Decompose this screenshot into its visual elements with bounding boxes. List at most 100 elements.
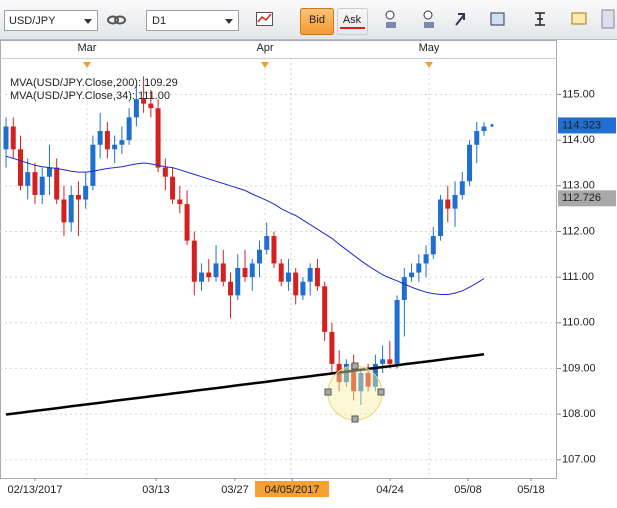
symbol-select[interactable] — [4, 10, 98, 31]
x-tick-label: 05/18 — [517, 484, 545, 496]
candle-body — [452, 194, 458, 209]
candle-body — [97, 131, 103, 145]
candle-body — [351, 363, 357, 392]
candle-body — [445, 199, 451, 209]
candle-body — [242, 268, 248, 278]
candle-body — [300, 281, 306, 296]
candle-body — [285, 272, 291, 282]
candle-body — [264, 236, 270, 250]
candle-body — [25, 172, 31, 186]
x-tick-label: 03/27 — [221, 484, 249, 496]
candle-body — [474, 131, 480, 145]
x-tick-label: 02/13/2017 — [7, 484, 62, 496]
y-tick-label: 111.00 — [562, 271, 594, 283]
bid-button[interactable] — [300, 8, 334, 35]
candle-body — [170, 176, 176, 200]
month-label: Mar — [78, 42, 97, 54]
candle-body — [10, 126, 16, 150]
y-tick-label: 110.00 — [562, 317, 595, 329]
x-tick-label: 05/08 — [454, 484, 482, 496]
ask-text: Ask — [343, 14, 362, 26]
candle-body — [83, 185, 89, 200]
selection-highlight[interactable] — [324, 362, 385, 423]
plot-frame — [0, 40, 557, 479]
dropdown-arrow[interactable] — [225, 19, 233, 24]
candle-body — [401, 277, 407, 300]
candle-body — [61, 199, 67, 223]
symbol-text: USD/JPY — [9, 15, 56, 27]
y-tick-label: 115.00 — [562, 88, 595, 100]
candle-body — [256, 249, 262, 264]
timeframe-select[interactable] — [146, 10, 239, 31]
plot — [3, 76, 494, 416]
x-tick-label: 03/13 — [142, 484, 170, 496]
candle-body — [32, 172, 38, 195]
current-price-dot — [490, 123, 494, 127]
candle-body — [438, 199, 444, 237]
candle-body — [220, 263, 226, 282]
x-tick-label: 04/24 — [376, 484, 404, 496]
candle-body — [293, 272, 299, 296]
candle-body — [68, 194, 74, 223]
candle-body — [46, 167, 52, 177]
candle-body — [17, 149, 23, 186]
bid-text: Bid — [309, 14, 325, 26]
candle-body — [307, 268, 313, 282]
candle-body — [162, 167, 168, 177]
candle-body — [423, 254, 429, 264]
candle-body — [380, 359, 386, 364]
candle-body — [184, 204, 190, 241]
candle-body — [104, 131, 110, 150]
candle-body — [322, 286, 328, 332]
candle-body — [141, 99, 147, 104]
candle-body — [387, 359, 393, 364]
month-label: Apr — [256, 42, 273, 54]
candle-body — [430, 236, 436, 255]
candle-body — [343, 363, 349, 383]
candle-body — [54, 167, 60, 200]
month-marker — [425, 62, 433, 68]
tool-icons[interactable] — [385, 9, 615, 29]
ma34-legend: MVA(USD/JPY.Close,34): 111.00 — [10, 90, 170, 102]
candle-body — [155, 108, 161, 168]
candle-body — [271, 236, 277, 264]
grid — [0, 58, 557, 478]
y-tick-label: 109.00 — [562, 362, 596, 374]
candle-body — [126, 117, 132, 141]
chart-type-icon[interactable] — [256, 12, 273, 26]
candle-body — [481, 126, 487, 132]
candle-body — [119, 140, 125, 145]
candle-body — [199, 272, 205, 282]
price-label: 114.323 — [562, 119, 601, 131]
dropdown-arrow[interactable] — [84, 19, 92, 24]
y-tick-label: 114.00 — [562, 134, 595, 146]
candle-body — [314, 268, 320, 287]
month-label: May — [419, 42, 440, 54]
candle-body — [39, 176, 45, 195]
candle-body — [365, 373, 371, 387]
candle-body — [416, 263, 422, 273]
moving-average-line — [5, 155, 485, 295]
candle-body — [459, 181, 465, 195]
candle-body — [394, 299, 400, 364]
candle-body — [90, 144, 96, 186]
month-marker — [83, 62, 91, 68]
link-icon[interactable] — [107, 15, 126, 25]
candle-body — [329, 331, 335, 364]
candle-body — [112, 144, 118, 150]
candle-body — [206, 272, 212, 278]
ask-button[interactable] — [337, 8, 368, 35]
moving-average-line — [5, 353, 485, 416]
candle-body — [228, 281, 234, 296]
y-tick-label: 113.00 — [562, 180, 595, 192]
candle-body — [249, 263, 255, 278]
candle-body — [133, 99, 139, 118]
y-tick-label: 112.00 — [562, 225, 595, 237]
candle-body — [3, 126, 9, 150]
candle-body — [191, 240, 197, 282]
candle-body — [358, 373, 364, 392]
candle-body — [409, 272, 415, 278]
price-label-box — [558, 117, 616, 134]
